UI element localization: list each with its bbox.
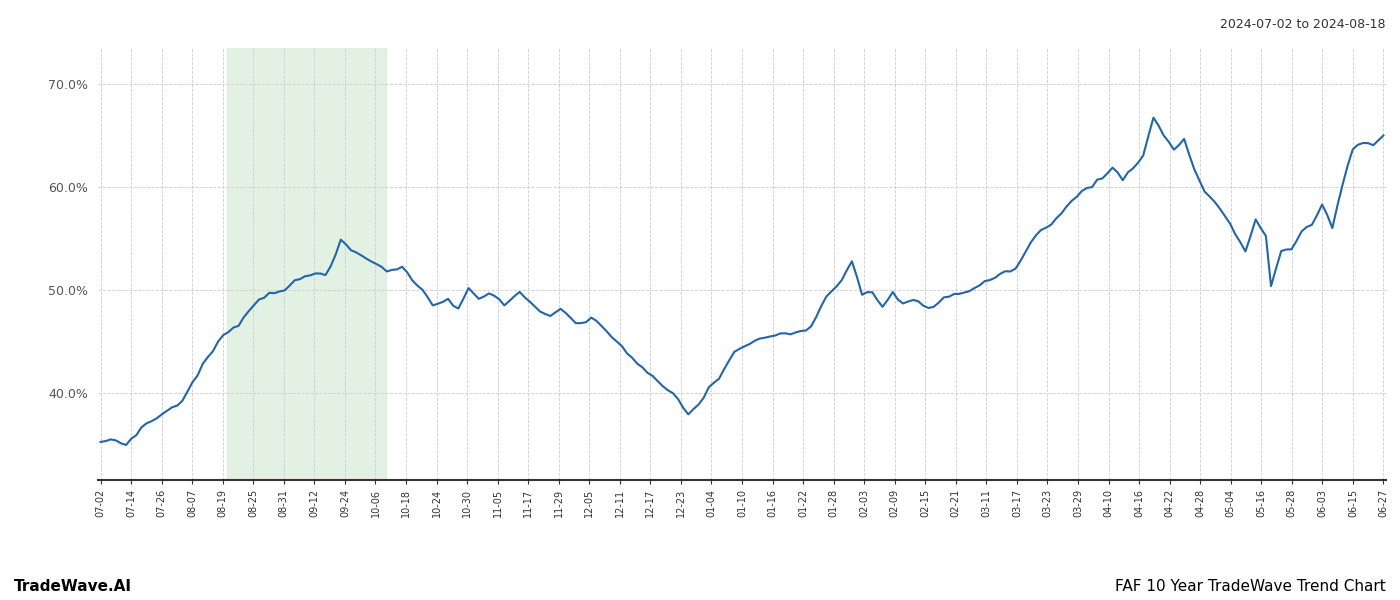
Text: FAF 10 Year TradeWave Trend Chart: FAF 10 Year TradeWave Trend Chart	[1116, 579, 1386, 594]
Text: 2024-07-02 to 2024-08-18: 2024-07-02 to 2024-08-18	[1221, 18, 1386, 31]
Bar	[227, 48, 386, 480]
Text: TradeWave.AI: TradeWave.AI	[14, 579, 132, 594]
